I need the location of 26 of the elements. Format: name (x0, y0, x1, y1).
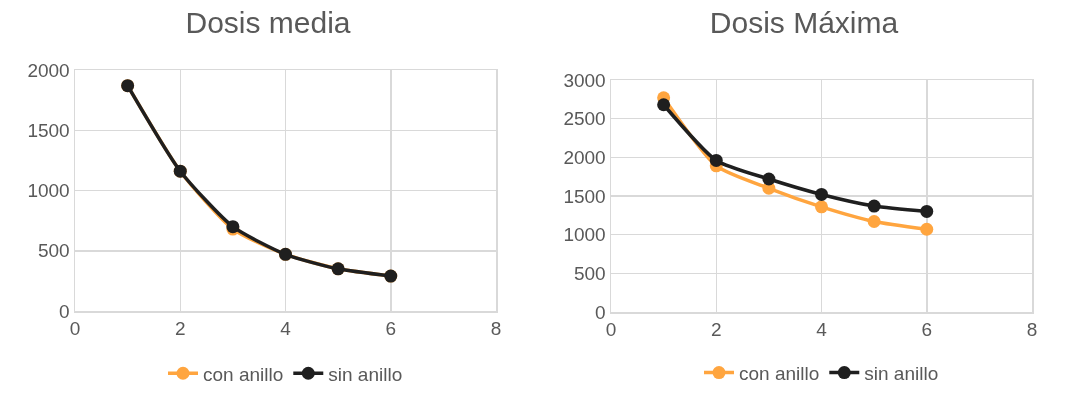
chart-title: Dosis Máxima (709, 6, 899, 40)
x-tick-label: 8 (490, 318, 502, 340)
x-tick-label: 4 (280, 318, 292, 340)
y-tick-label: 1500 (27, 119, 70, 141)
x-tick-label: 4 (816, 319, 828, 341)
legend-label: sin anillo (864, 363, 939, 385)
x-tick-label: 2 (710, 319, 722, 341)
y-tick-label: 500 (38, 240, 70, 262)
legend-label: con anillo (203, 363, 284, 385)
y-tick-label: 2000 (563, 146, 606, 168)
y-tick-label: 3000 (563, 69, 606, 91)
y-tick-label: 2000 (27, 59, 70, 81)
y-tick-label: 0 (595, 301, 606, 323)
y-tick-label: 1500 (563, 185, 606, 207)
y-tick-label: 2500 (563, 108, 606, 130)
x-tick-label: 2 (174, 318, 186, 340)
chart-title: Dosis media (185, 6, 351, 40)
legend-label: sin anillo (328, 363, 403, 385)
x-tick-label: 6 (385, 318, 397, 340)
legend-label: con anillo (739, 363, 820, 385)
x-tick-label: 6 (921, 319, 933, 341)
y-tick-label: 500 (574, 262, 606, 284)
y-tick-label: 0 (59, 300, 70, 322)
x-tick-label: 8 (1026, 319, 1038, 341)
y-tick-label: 1000 (27, 180, 70, 202)
y-tick-label: 1000 (563, 224, 606, 246)
